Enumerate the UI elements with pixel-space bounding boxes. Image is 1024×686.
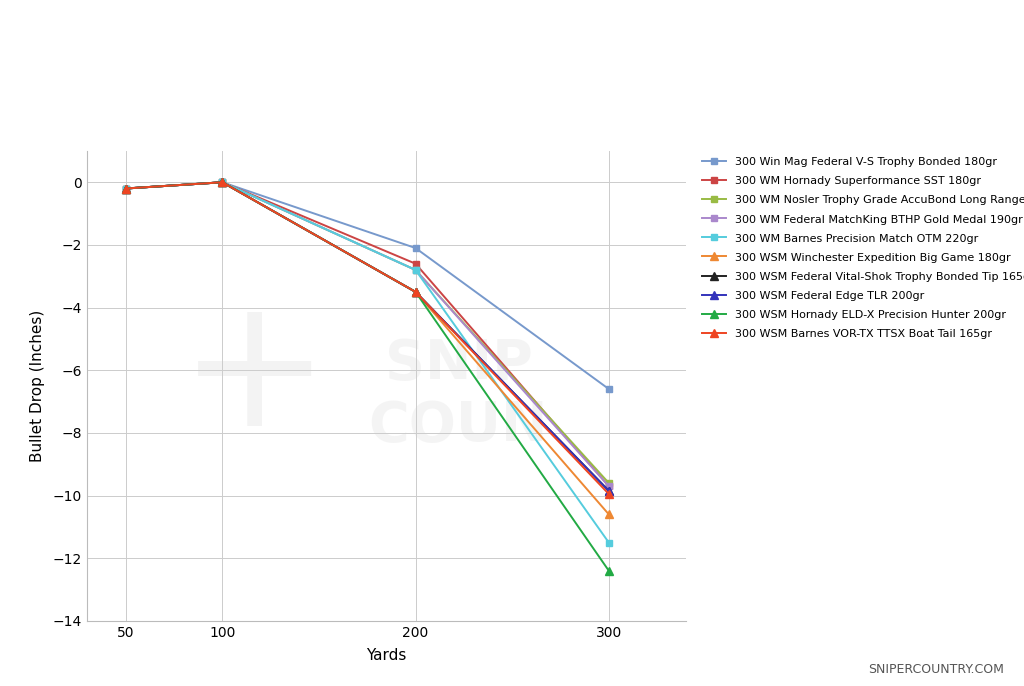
Line: 300 WSM Federal Vital-Shok Trophy Bonded Tip 165gr: 300 WSM Federal Vital-Shok Trophy Bonded… <box>122 178 613 495</box>
Y-axis label: Bullet Drop (Inches): Bullet Drop (Inches) <box>30 310 45 462</box>
300 WM Federal MatchKing BTHP Gold Medal 190gr <box>410 266 422 274</box>
X-axis label: Yards: Yards <box>367 648 407 663</box>
Line: 300 WM Barnes Precision Match OTM 220gr: 300 WM Barnes Precision Match OTM 220gr <box>122 179 612 546</box>
300 WM Barnes Precision Match OTM 220gr <box>216 178 228 187</box>
Line: 300 WSM Hornady ELD-X Precision Hunter 200gr: 300 WSM Hornady ELD-X Precision Hunter 2… <box>122 178 613 575</box>
300 WSM Hornady ELD-X Precision Hunter 200gr <box>216 178 228 187</box>
300 WSM Barnes VOR-TX TTSX Boat Tail 165gr <box>120 185 132 193</box>
300 WM Hornady Superformance SST 180gr <box>410 259 422 268</box>
300 WM Federal MatchKing BTHP Gold Medal 190gr <box>120 185 132 193</box>
300 WM Hornady Superformance SST 180gr <box>120 185 132 193</box>
300 WM Federal MatchKing BTHP Gold Medal 190gr <box>603 482 615 490</box>
300 WSM Winchester Expedition Big Game 180gr <box>120 185 132 193</box>
Text: SHORT RANGE TRAJECTORY: SHORT RANGE TRAJECTORY <box>63 25 961 82</box>
300 Win Mag Federal V-S Trophy Bonded 180gr <box>410 244 422 252</box>
Legend: 300 Win Mag Federal V-S Trophy Bonded 180gr, 300 WM Hornady Superformance SST 18: 300 Win Mag Federal V-S Trophy Bonded 18… <box>701 156 1024 340</box>
300 WM Barnes Precision Match OTM 220gr <box>410 266 422 274</box>
300 WM Nosler Trophy Grade AccuBond Long Range 190gr <box>603 479 615 487</box>
Text: SNIPERCOUNTRY.COM: SNIPERCOUNTRY.COM <box>867 663 1004 676</box>
300 WSM Winchester Expedition Big Game 180gr <box>216 178 228 187</box>
Text: SNIP
COUN: SNIP COUN <box>369 337 548 453</box>
300 WM Nosler Trophy Grade AccuBond Long Range 190gr <box>410 266 422 274</box>
Line: 300 WM Nosler Trophy Grade AccuBond Long Range 190gr: 300 WM Nosler Trophy Grade AccuBond Long… <box>122 179 612 486</box>
300 WM Hornady Superformance SST 180gr <box>216 178 228 187</box>
300 WSM Barnes VOR-TX TTSX Boat Tail 165gr <box>216 178 228 187</box>
Line: 300 WSM Winchester Expedition Big Game 180gr: 300 WSM Winchester Expedition Big Game 1… <box>122 178 613 519</box>
300 WM Barnes Precision Match OTM 220gr <box>120 185 132 193</box>
300 Win Mag Federal V-S Trophy Bonded 180gr <box>216 178 228 187</box>
300 WSM Winchester Expedition Big Game 180gr <box>603 510 615 519</box>
300 WSM Federal Vital-Shok Trophy Bonded Tip 165gr <box>410 288 422 296</box>
Text: +: + <box>179 289 331 464</box>
Line: 300 Win Mag Federal V-S Trophy Bonded 180gr: 300 Win Mag Federal V-S Trophy Bonded 18… <box>122 179 612 392</box>
300 WSM Hornady ELD-X Precision Hunter 200gr <box>410 288 422 296</box>
300 WSM Federal Vital-Shok Trophy Bonded Tip 165gr <box>603 486 615 495</box>
300 WM Nosler Trophy Grade AccuBond Long Range 190gr <box>120 185 132 193</box>
300 WSM Barnes VOR-TX TTSX Boat Tail 165gr <box>410 288 422 296</box>
Line: 300 WM Hornady Superformance SST 180gr: 300 WM Hornady Superformance SST 180gr <box>122 179 612 490</box>
300 WM Barnes Precision Match OTM 220gr <box>603 539 615 547</box>
300 WSM Hornady ELD-X Precision Hunter 200gr <box>120 185 132 193</box>
300 WSM Barnes VOR-TX TTSX Boat Tail 165gr <box>603 490 615 498</box>
300 WSM Federal Vital-Shok Trophy Bonded Tip 165gr <box>120 185 132 193</box>
300 WSM Hornady ELD-X Precision Hunter 200gr <box>603 567 615 575</box>
300 WSM Federal Vital-Shok Trophy Bonded Tip 165gr <box>216 178 228 187</box>
Line: 300 WM Federal MatchKing BTHP Gold Medal 190gr: 300 WM Federal MatchKing BTHP Gold Medal… <box>122 179 612 490</box>
Line: 300 WSM Federal Edge TLR 200gr: 300 WSM Federal Edge TLR 200gr <box>122 178 613 495</box>
300 WM Federal MatchKing BTHP Gold Medal 190gr <box>216 178 228 187</box>
300 WSM Federal Edge TLR 200gr <box>120 185 132 193</box>
300 WSM Federal Edge TLR 200gr <box>216 178 228 187</box>
300 Win Mag Federal V-S Trophy Bonded 180gr <box>603 385 615 393</box>
Line: 300 WSM Barnes VOR-TX TTSX Boat Tail 165gr: 300 WSM Barnes VOR-TX TTSX Boat Tail 165… <box>122 178 613 498</box>
300 WSM Federal Edge TLR 200gr <box>410 288 422 296</box>
300 WM Nosler Trophy Grade AccuBond Long Range 190gr <box>216 178 228 187</box>
300 WM Hornady Superformance SST 180gr <box>603 482 615 490</box>
300 WSM Winchester Expedition Big Game 180gr <box>410 288 422 296</box>
300 WSM Federal Edge TLR 200gr <box>603 486 615 495</box>
300 Win Mag Federal V-S Trophy Bonded 180gr <box>120 185 132 193</box>
